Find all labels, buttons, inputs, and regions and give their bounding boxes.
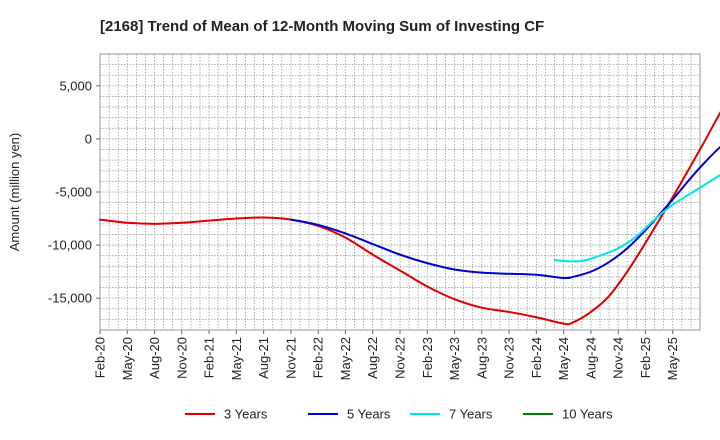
x-tick-label: Feb-21 [202, 337, 217, 378]
x-tick-label: Nov-20 [174, 337, 189, 379]
x-tick-label: Nov-24 [611, 337, 626, 379]
x-tick-label: May-25 [665, 337, 680, 380]
x-tick-label: Feb-20 [93, 337, 108, 378]
x-tick-label: May-24 [556, 337, 571, 380]
series-layer [99, 111, 720, 326]
x-tick-label: May-23 [447, 337, 462, 380]
x-tick-label: Nov-22 [393, 337, 408, 379]
x-tick-label: Nov-21 [283, 337, 298, 379]
x-tick-label: Nov-23 [502, 337, 517, 379]
y-tick-label: -10,000 [48, 238, 92, 253]
x-tick-label: Aug-23 [474, 337, 489, 379]
x-tick-label: Aug-20 [147, 337, 162, 379]
y-tick-label: -15,000 [48, 291, 92, 306]
chart-title: [2168] Trend of Mean of 12-Month Moving … [100, 18, 544, 35]
legend: 3 Years 5 Years 7 Years 10 Years [185, 407, 613, 422]
y-axis-label: Amount (million yen) [7, 133, 22, 252]
legend-label-10-years: 10 Years [562, 407, 613, 422]
x-tick-label: May-22 [338, 337, 353, 380]
y-axis-ticks: 5,000 0 -5,000 -10,000 -15,000 [48, 78, 100, 306]
x-tick-label: Feb-25 [638, 337, 653, 378]
legend-label-7-years: 7 Years [449, 407, 493, 422]
x-tick-label: May-21 [229, 337, 244, 380]
x-tick-label: Feb-24 [529, 337, 544, 378]
series-line-3-years [99, 111, 720, 326]
legend-label-5-years: 5 Years [347, 407, 391, 422]
x-axis-ticks: Feb-20 May-20 Aug-20 Nov-20 Feb-21 May-21 Aug-… [93, 330, 680, 380]
x-tick-label: Aug-21 [256, 337, 271, 379]
x-tick-label: Feb-22 [311, 337, 326, 378]
legend-label-3-years: 3 Years [224, 407, 268, 422]
y-tick-label: -5,000 [55, 185, 92, 200]
x-tick-label: Feb-23 [420, 337, 435, 378]
x-tick-label: May-20 [120, 337, 135, 380]
series-line-5-years [289, 145, 720, 280]
x-tick-label: Aug-24 [583, 337, 598, 379]
series-line-7-years [553, 173, 720, 263]
x-tick-label: Aug-22 [365, 337, 380, 379]
x-gridlines [108, 54, 692, 330]
y-tick-label: 0 [85, 131, 92, 146]
y-tick-label: 5,000 [59, 78, 92, 93]
